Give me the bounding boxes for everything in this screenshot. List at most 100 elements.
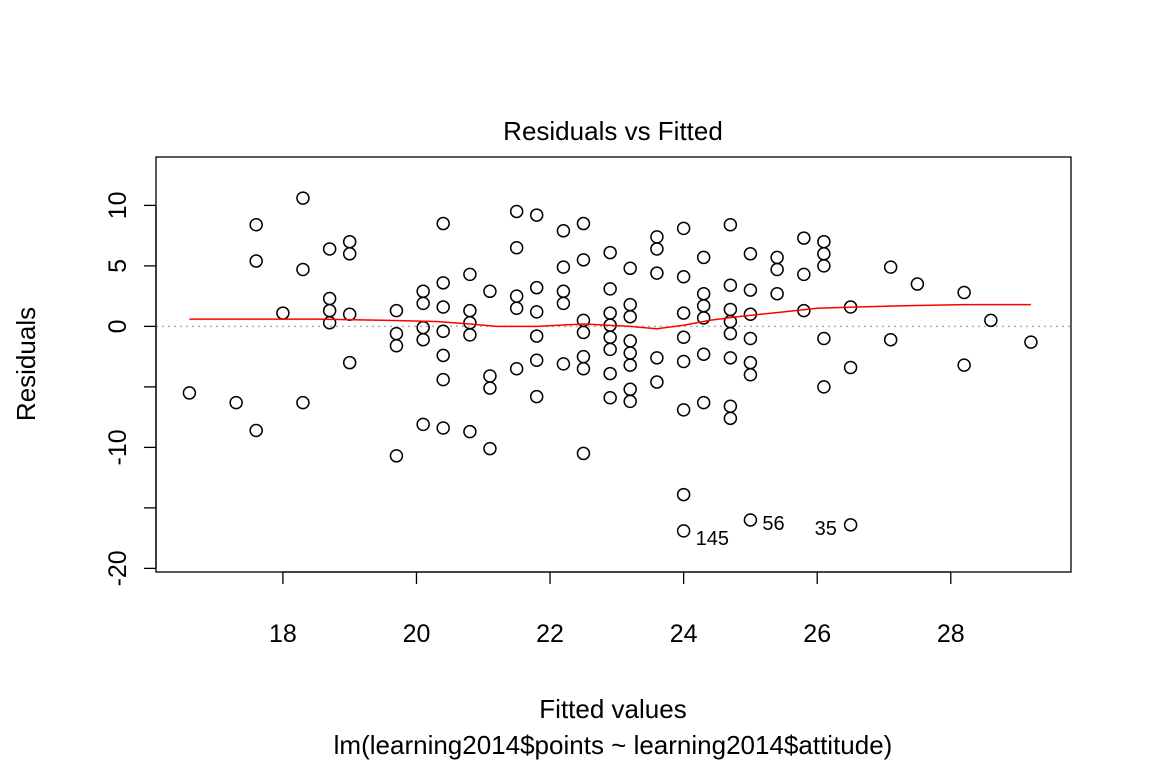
data-point bbox=[249, 254, 263, 268]
data-point bbox=[770, 286, 784, 301]
data-point bbox=[342, 247, 357, 261]
data-point bbox=[576, 446, 591, 461]
data-point bbox=[817, 380, 831, 394]
data-point bbox=[529, 389, 544, 404]
data-point bbox=[743, 283, 758, 297]
data-point bbox=[676, 354, 691, 369]
data-point bbox=[650, 230, 664, 244]
x-tick-label: 22 bbox=[536, 620, 564, 648]
data-point bbox=[463, 267, 477, 282]
data-point bbox=[797, 231, 811, 245]
data-point bbox=[389, 303, 404, 318]
data-point bbox=[509, 361, 524, 376]
data-point bbox=[676, 221, 691, 236]
data-point bbox=[603, 245, 617, 260]
data-point bbox=[843, 360, 858, 375]
data-point bbox=[770, 250, 784, 265]
data-point bbox=[623, 346, 637, 360]
data-point bbox=[529, 305, 544, 319]
data-point bbox=[650, 351, 664, 365]
data-point bbox=[509, 301, 524, 315]
data-point bbox=[910, 277, 925, 291]
data-point bbox=[696, 286, 711, 301]
data-point bbox=[623, 261, 637, 276]
data-point bbox=[743, 247, 758, 261]
data-point bbox=[556, 224, 571, 238]
data-point bbox=[650, 266, 664, 280]
data-point bbox=[676, 487, 691, 502]
x-tick-label: 24 bbox=[670, 620, 698, 648]
data-point bbox=[436, 348, 450, 363]
data-point bbox=[817, 247, 831, 261]
data-point bbox=[743, 355, 758, 370]
data-point bbox=[770, 262, 784, 277]
data-point bbox=[389, 338, 404, 353]
data-point bbox=[249, 423, 263, 438]
data-point bbox=[676, 270, 691, 284]
data-point bbox=[182, 386, 197, 400]
data-point bbox=[342, 234, 357, 249]
data-point bbox=[483, 441, 497, 456]
data-point bbox=[623, 382, 637, 397]
data-point bbox=[603, 366, 617, 381]
data-point bbox=[509, 289, 524, 303]
data-point bbox=[389, 449, 404, 463]
data-point bbox=[957, 285, 971, 300]
data-point bbox=[556, 260, 571, 274]
data-point bbox=[249, 218, 263, 232]
x-axis-label: Fitted values bbox=[539, 694, 686, 724]
data-point bbox=[322, 303, 337, 318]
data-point bbox=[883, 260, 898, 274]
data-point bbox=[957, 358, 971, 372]
data-point bbox=[416, 332, 430, 347]
data-point bbox=[416, 320, 430, 335]
data-point bbox=[509, 240, 524, 255]
data-point bbox=[743, 513, 758, 527]
data-point bbox=[723, 351, 738, 365]
data-point bbox=[883, 332, 898, 347]
y-tick-label: 5 bbox=[104, 259, 132, 273]
data-point bbox=[843, 518, 858, 532]
plot-frame bbox=[155, 156, 1072, 573]
data-point bbox=[650, 375, 664, 389]
data-point bbox=[623, 394, 637, 409]
data-point bbox=[817, 234, 831, 249]
data-point bbox=[723, 326, 738, 341]
data-point bbox=[576, 216, 591, 231]
outlier-labels: 145 56 35 bbox=[696, 513, 837, 550]
data-point bbox=[322, 291, 337, 306]
chart-title: Residuals vs Fitted bbox=[503, 116, 723, 146]
data-point bbox=[650, 242, 664, 256]
data-point bbox=[1024, 335, 1038, 349]
data-point bbox=[743, 368, 758, 382]
data-point bbox=[463, 424, 477, 439]
data-point bbox=[696, 347, 711, 361]
data-point bbox=[623, 297, 637, 312]
data-point bbox=[676, 306, 691, 320]
data-points bbox=[182, 191, 1038, 538]
data-point bbox=[529, 353, 544, 368]
data-point bbox=[529, 329, 544, 343]
data-point bbox=[342, 355, 357, 370]
data-point bbox=[509, 204, 524, 219]
data-point bbox=[676, 330, 691, 345]
data-point bbox=[483, 284, 497, 299]
data-point bbox=[576, 325, 591, 340]
data-point bbox=[603, 330, 617, 345]
data-point bbox=[603, 391, 617, 405]
data-point bbox=[416, 284, 430, 299]
data-point bbox=[576, 361, 591, 376]
data-point bbox=[603, 306, 617, 320]
data-point bbox=[984, 313, 998, 328]
data-point bbox=[676, 524, 691, 538]
data-point bbox=[723, 399, 738, 413]
data-point bbox=[723, 218, 738, 232]
x-tick-label: 18 bbox=[269, 620, 297, 648]
data-point bbox=[576, 349, 591, 364]
data-point bbox=[696, 299, 711, 313]
data-point bbox=[743, 331, 758, 346]
y-tick-label: -20 bbox=[104, 550, 132, 586]
y-tick-label: 0 bbox=[104, 319, 132, 333]
data-point bbox=[296, 262, 310, 277]
